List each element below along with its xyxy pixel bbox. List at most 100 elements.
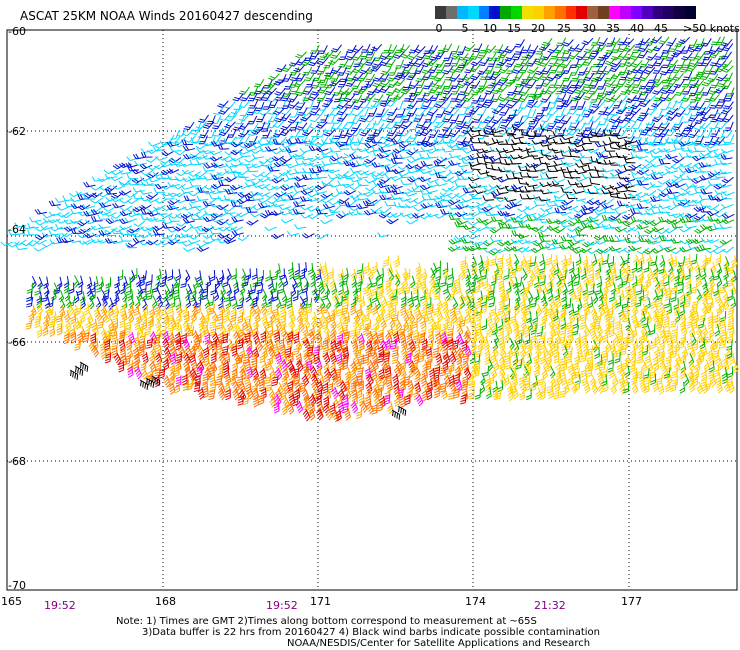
wind-barb (329, 196, 341, 206)
wind-barb (162, 331, 170, 343)
wind-barb (168, 373, 175, 385)
wind-barb (42, 277, 49, 289)
wind-barb (181, 277, 187, 288)
wind-barb (195, 168, 207, 179)
wind-barb (363, 353, 369, 364)
wind-barb (560, 269, 566, 280)
wind-barb (659, 242, 671, 250)
wind-barb (98, 173, 110, 183)
wind-barb (295, 48, 306, 59)
wind-barb (252, 276, 257, 287)
wind-barb (645, 153, 657, 164)
wind-barb (427, 152, 438, 158)
time-label: 19:52 (266, 599, 298, 612)
wind-barb (638, 91, 648, 103)
wind-barb (91, 222, 103, 230)
wind-barb (357, 263, 363, 274)
wind-barb (700, 138, 712, 149)
wind-barb (120, 298, 127, 310)
wind-barb (490, 255, 496, 267)
wind-barb (666, 270, 675, 282)
wind-barb (533, 352, 539, 363)
wind-barb (504, 269, 509, 280)
wind-barb (463, 208, 475, 217)
wind-barb (561, 196, 573, 206)
wind-barb (664, 317, 669, 328)
wind-barb (281, 182, 293, 192)
wind-barb (83, 303, 89, 315)
wind-barb (510, 158, 521, 164)
wind-barb (253, 396, 259, 407)
wind-barb (113, 276, 119, 287)
wind-barb (175, 312, 182, 324)
wind-barb (358, 296, 365, 308)
wind-barb (582, 283, 588, 294)
wind-barb (680, 159, 692, 168)
wind-barb (525, 236, 537, 245)
wind-barb (204, 160, 216, 169)
wind-barb (383, 255, 389, 266)
wind-barb (69, 188, 81, 198)
wind-barb (373, 92, 383, 104)
wind-barb (301, 277, 310, 289)
wind-barb (233, 91, 244, 103)
wind-barb (316, 303, 322, 314)
wind-barb (499, 152, 510, 158)
wind-barb (211, 284, 216, 295)
wind-barb (314, 331, 322, 343)
wind-barb (189, 230, 201, 241)
wind-barb (302, 229, 314, 239)
wind-barb (616, 152, 627, 158)
wind-barb (686, 338, 693, 350)
wind-barb (700, 180, 712, 191)
wind-barb (608, 382, 617, 394)
wind-barb (448, 120, 459, 131)
wind-barb (574, 194, 586, 202)
footnotes: Note: 1) Times are GMT 2)Times along bot… (116, 616, 600, 649)
wind-barb (510, 312, 515, 323)
wind-barb (469, 187, 481, 198)
wind-barb (337, 283, 343, 295)
wind-barb (343, 85, 354, 97)
wind-barb (316, 172, 327, 178)
wind-barb (36, 230, 48, 241)
wind-barb (356, 305, 362, 316)
wind-barb (276, 62, 287, 74)
wind-barb (715, 254, 721, 265)
wind-barb (49, 200, 60, 206)
wind-barb (254, 77, 264, 89)
wind-barb (685, 254, 690, 265)
wind-barb (176, 375, 181, 386)
wind-barb (553, 174, 565, 183)
wind-barb (540, 388, 546, 399)
wind-barb (426, 268, 436, 280)
wind-barb (485, 312, 493, 324)
wind-barb (322, 289, 328, 300)
wind-barb (56, 223, 67, 229)
wind-barb (643, 160, 655, 169)
wind-barb (174, 159, 186, 166)
wind-barb (504, 237, 516, 247)
wind-barb (681, 43, 690, 55)
wind-barb (435, 353, 442, 365)
wind-barb (384, 339, 392, 351)
wind-barb (282, 71, 292, 83)
wind-barb (526, 276, 533, 288)
wind-barb (659, 158, 670, 164)
wind-barb (162, 147, 174, 157)
wind-barb (252, 268, 257, 279)
wind-barb (56, 298, 66, 310)
wind-barb (645, 120, 655, 132)
wind-barb (146, 337, 152, 349)
wind-barb (643, 180, 655, 190)
wind-barb (450, 44, 459, 56)
wind-barb (722, 173, 734, 184)
wind-barb (395, 42, 404, 54)
wind-barb (75, 317, 81, 329)
wind-barb (582, 256, 589, 268)
wind-barb (650, 181, 661, 187)
wind-barb (618, 290, 625, 302)
wind-barb (265, 85, 276, 96)
wind-barb (525, 138, 537, 146)
wind-barb (455, 181, 466, 186)
